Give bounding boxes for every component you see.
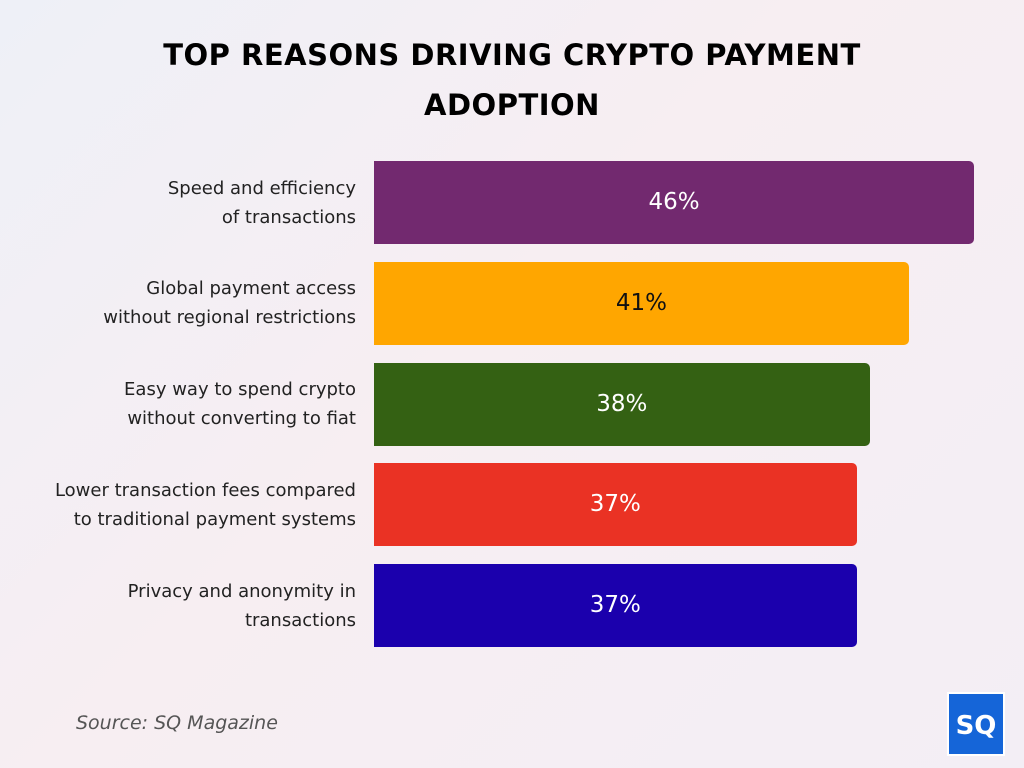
bar <box>374 362 870 446</box>
category-label: Privacy and anonymity in transactions <box>127 580 356 631</box>
logo: SQ <box>947 692 1005 756</box>
category-label: Speed and efficiency of transactions <box>167 177 356 228</box>
value-label: 46% <box>648 189 700 215</box>
category-label: Lower transaction fees compared to tradi… <box>54 479 356 530</box>
bar <box>374 261 909 345</box>
chart-title: TOP REASONS DRIVING CRYPTO PAYMENT ADOPT… <box>163 38 861 122</box>
value-label: 37% <box>589 491 641 518</box>
bar <box>374 161 974 244</box>
value-label: 38% <box>596 390 648 417</box>
value-label: 41% <box>615 289 667 316</box>
bar <box>374 463 857 547</box>
category-label: Global payment access without regional r… <box>103 278 356 329</box>
bar <box>374 564 857 647</box>
category-label: Easy way to spend crypto without convert… <box>124 379 356 429</box>
value-label: 37% <box>589 592 641 618</box>
source: Source: SQ Magazine <box>76 712 278 734</box>
